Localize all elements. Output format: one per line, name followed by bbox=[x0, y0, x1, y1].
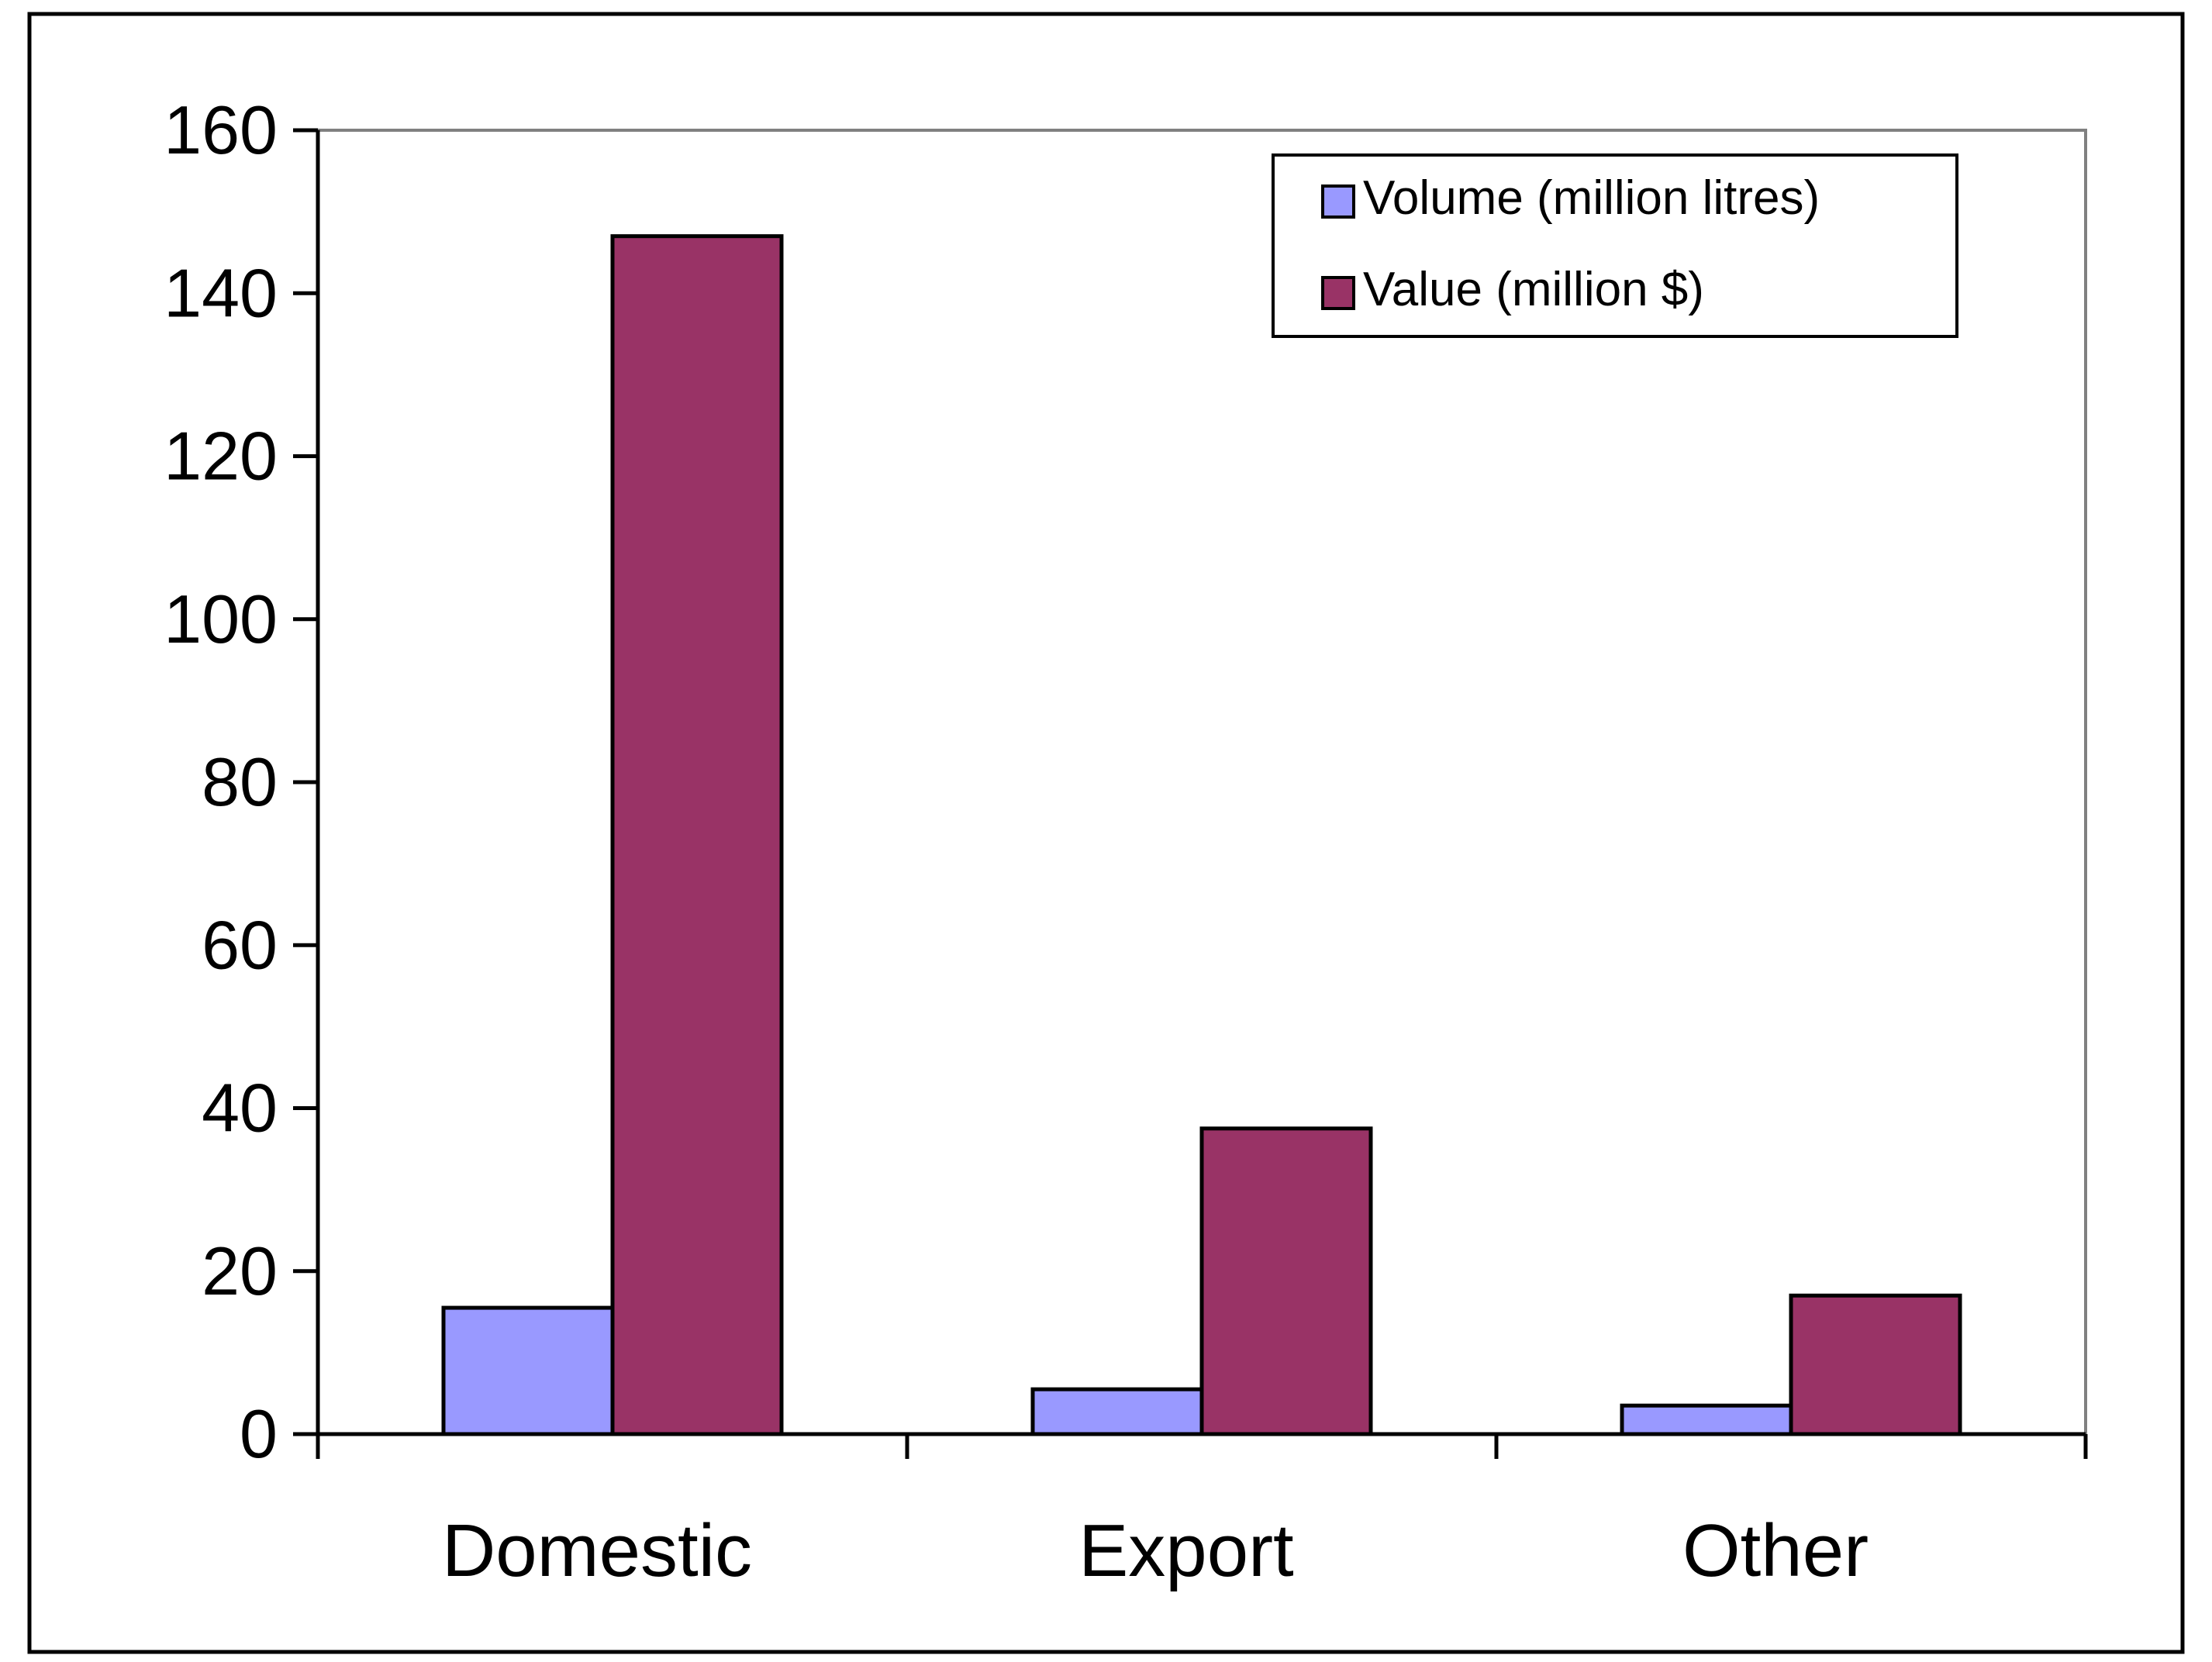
y-tick-label: 20 bbox=[202, 1233, 278, 1309]
x-tick-label-other: Other bbox=[1682, 1509, 1869, 1592]
x-tick-label-export: Export bbox=[1078, 1509, 1293, 1592]
y-tick-label: 160 bbox=[164, 91, 278, 168]
bar-domestic-series-2 bbox=[610, 234, 784, 1436]
bars-group bbox=[441, 234, 1962, 1436]
legend-swatch-series-1 bbox=[1321, 184, 1355, 219]
legend-label-series-2: Value (million $) bbox=[1363, 263, 1704, 316]
bar-export-series-1 bbox=[1030, 1387, 1204, 1436]
x-tick-label-domestic: Domestic bbox=[442, 1509, 752, 1592]
bar-other-series-1 bbox=[1620, 1403, 1793, 1436]
y-tick-label: 80 bbox=[202, 743, 278, 820]
bar-other-series-2 bbox=[1789, 1293, 1962, 1436]
bar-export-series-2 bbox=[1199, 1126, 1373, 1436]
bar-domestic-series-1 bbox=[441, 1305, 615, 1436]
y-tick-label: 120 bbox=[164, 418, 278, 495]
legend-box bbox=[1272, 153, 1958, 338]
y-tick-label: 0 bbox=[240, 1395, 278, 1472]
y-tick-label: 40 bbox=[202, 1070, 278, 1147]
axes-group: 0 20 40 60 80 100 120 140 160 Domestic Export Other bbox=[164, 91, 2088, 1592]
y-tick-label: 60 bbox=[202, 906, 278, 983]
legend-swatch-series-2 bbox=[1321, 276, 1355, 310]
legend: Volume (million litres) Value (million $) bbox=[1272, 153, 1958, 338]
legend-label-series-1: Volume (million litres) bbox=[1363, 171, 1820, 225]
y-tick-label: 140 bbox=[164, 254, 278, 331]
y-tick-label: 100 bbox=[164, 581, 278, 657]
